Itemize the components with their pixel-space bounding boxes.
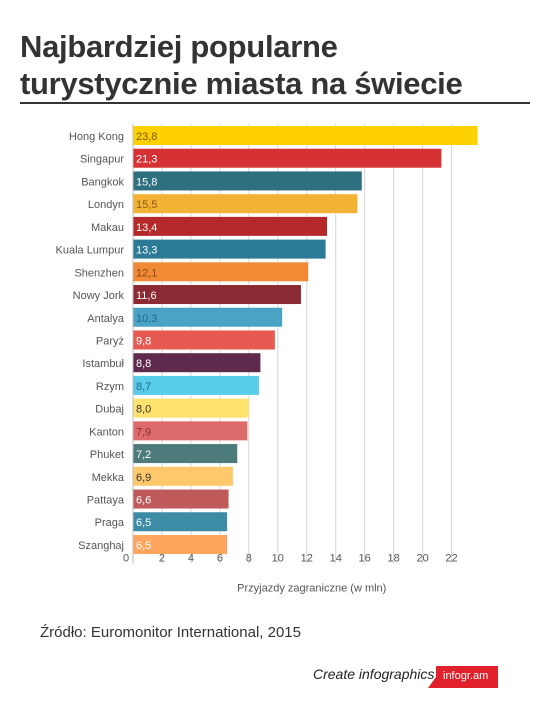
bar xyxy=(133,353,261,373)
category-label: Istambuł xyxy=(82,358,124,370)
data-label: 9,8 xyxy=(136,335,151,347)
data-label: 15,5 xyxy=(136,199,157,211)
category-label: Hong Kong xyxy=(69,131,124,143)
data-label: 12,1 xyxy=(136,267,157,279)
bar xyxy=(133,512,228,532)
category-label: Bangkok xyxy=(81,176,124,188)
category-label: Antalya xyxy=(87,313,125,325)
bar xyxy=(133,148,442,168)
bar xyxy=(133,534,228,554)
x-tick-label: 16 xyxy=(359,553,371,565)
data-label: 7,2 xyxy=(136,449,151,461)
bar xyxy=(133,262,309,282)
chart-title: Najbardziej popularne turystycznie miast… xyxy=(20,28,520,102)
x-tick-label: 22 xyxy=(445,553,457,565)
bar xyxy=(133,216,328,236)
x-tick-label: 12 xyxy=(301,553,313,565)
category-label: Makau xyxy=(91,222,124,234)
data-label: 23,8 xyxy=(136,131,157,143)
bar xyxy=(133,398,249,418)
bar xyxy=(133,126,478,145)
category-label: Kanton xyxy=(89,426,124,438)
bar xyxy=(133,194,358,214)
bar-chart: 23,8 Hong Kong 21,3 Singapur 15,8 Bangkok 15,5… xyxy=(56,124,478,595)
title-line-2: turystycznie miasta na świecie xyxy=(20,66,463,101)
infogram-logo-shape xyxy=(428,666,498,688)
x-tick-label: 0 xyxy=(123,553,129,565)
infogram-logo[interactable]: infogr.am xyxy=(428,666,498,688)
x-tick-label: 10 xyxy=(272,553,284,565)
category-label: Rzym xyxy=(96,381,124,393)
x-tick-label: 2 xyxy=(159,553,165,565)
bar xyxy=(133,171,362,191)
category-label: Phuket xyxy=(90,449,124,461)
data-label: 21,3 xyxy=(136,154,157,166)
data-label: 8,7 xyxy=(136,381,151,393)
bar xyxy=(133,466,233,486)
category-label: Shenzhen xyxy=(74,267,124,279)
data-label: 10,3 xyxy=(136,313,157,325)
data-label: 8,0 xyxy=(136,404,151,416)
data-label: 8,8 xyxy=(136,358,151,370)
title-line-1: Najbardziej popularne xyxy=(20,29,338,64)
data-label: 7,9 xyxy=(136,426,151,438)
data-label: 6,5 xyxy=(136,517,151,529)
x-tick-label: 20 xyxy=(416,553,428,565)
category-label: Pattaya xyxy=(87,495,125,507)
create-infographics-link[interactable]: Create infographics xyxy=(313,666,435,682)
data-label: 13,4 xyxy=(136,222,157,234)
data-label: 11,6 xyxy=(136,290,157,302)
data-label: 13,3 xyxy=(136,245,157,257)
category-label: Praga xyxy=(95,517,125,529)
bar xyxy=(133,307,283,327)
category-label: Singapur xyxy=(80,154,124,166)
category-label: Kuala Lumpur xyxy=(56,245,125,257)
bar xyxy=(133,375,259,395)
category-label: Dubaj xyxy=(95,404,124,416)
category-label: Londyn xyxy=(88,199,124,211)
bar xyxy=(133,489,229,509)
category-label: Paryż xyxy=(96,335,124,347)
category-label: Nowy Jork xyxy=(73,290,125,302)
bar xyxy=(133,285,301,305)
data-label: 6,5 xyxy=(136,540,151,552)
bar xyxy=(133,239,326,259)
source-note: Źródło: Euromonitor International, 2015 xyxy=(40,624,301,641)
bar xyxy=(133,421,248,441)
x-tick-label: 8 xyxy=(246,553,252,565)
x-tick-label: 4 xyxy=(188,553,194,565)
data-label: 6,9 xyxy=(136,472,151,484)
category-label: Szanghaj xyxy=(78,540,124,552)
infogram-logo-text: infogr.am xyxy=(443,670,489,682)
x-tick-label: 14 xyxy=(330,553,342,565)
data-label: 15,8 xyxy=(136,176,157,188)
bar xyxy=(133,444,238,464)
category-label: Mekka xyxy=(92,472,125,484)
x-axis-title: Przyjazdy zagraniczne (w mln) xyxy=(237,583,386,595)
x-tick-label: 18 xyxy=(388,553,400,565)
footer: Create infographics infogr.am xyxy=(0,660,550,700)
data-label: 6,6 xyxy=(136,495,151,507)
title-divider xyxy=(20,102,530,104)
bar xyxy=(133,330,275,350)
x-tick-label: 6 xyxy=(217,553,223,565)
